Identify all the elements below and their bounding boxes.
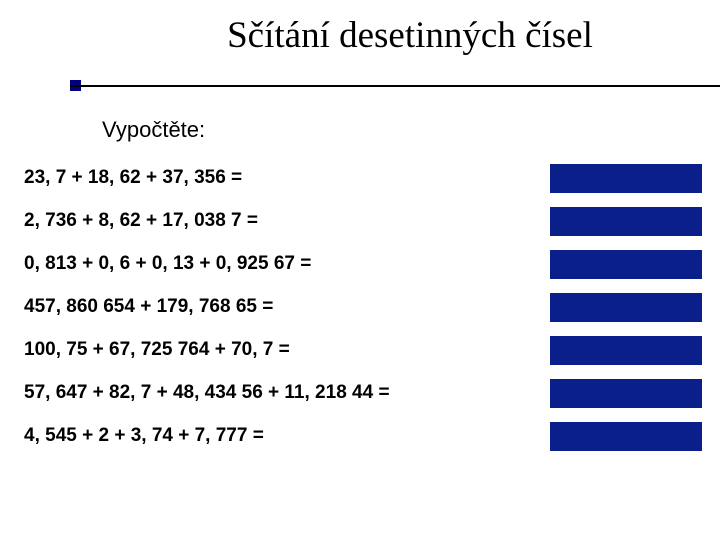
problem-row: 100, 75 + 67, 725 764 + 70, 7 = [24, 335, 702, 365]
problem-expression: 4, 545 + 2 + 3, 74 + 7, 777 = [24, 425, 264, 447]
answer-box [550, 336, 702, 365]
problem-row: 23, 7 + 18, 62 + 37, 356 = [24, 163, 702, 193]
problem-expression: 57, 647 + 82, 7 + 48, 434 56 + 11, 218 4… [24, 382, 390, 404]
slide-title: Sčítání desetinných čísel [0, 14, 720, 57]
answer-box [550, 422, 702, 451]
answer-box [550, 207, 702, 236]
problem-row: 2, 736 + 8, 62 + 17, 038 7 = [24, 206, 702, 236]
problem-row: 0, 813 + 0, 6 + 0, 13 + 0, 925 67 = [24, 249, 702, 279]
problem-row: 457, 860 654 + 179, 768 65 = [24, 292, 702, 322]
problems-list: 23, 7 + 18, 62 + 37, 356 = 2, 736 + 8, 6… [0, 163, 720, 451]
problem-expression: 2, 736 + 8, 62 + 17, 038 7 = [24, 210, 258, 232]
problem-expression: 23, 7 + 18, 62 + 37, 356 = [24, 167, 242, 189]
problem-expression: 457, 860 654 + 179, 768 65 = [24, 296, 273, 318]
problem-expression: 0, 813 + 0, 6 + 0, 13 + 0, 925 67 = [24, 253, 311, 275]
answer-box [550, 379, 702, 408]
answer-box [550, 293, 702, 322]
title-region: Sčítání desetinných čísel [0, 0, 720, 89]
problem-row: 57, 647 + 82, 7 + 48, 434 56 + 11, 218 4… [24, 378, 702, 408]
problem-row: 4, 545 + 2 + 3, 74 + 7, 777 = [24, 421, 702, 451]
subtitle: Vypočtěte: [102, 117, 720, 143]
horizontal-rule [70, 85, 720, 87]
answer-box [550, 164, 702, 193]
problem-expression: 100, 75 + 67, 725 764 + 70, 7 = [24, 339, 290, 361]
title-underline [0, 83, 720, 89]
answer-box [550, 250, 702, 279]
